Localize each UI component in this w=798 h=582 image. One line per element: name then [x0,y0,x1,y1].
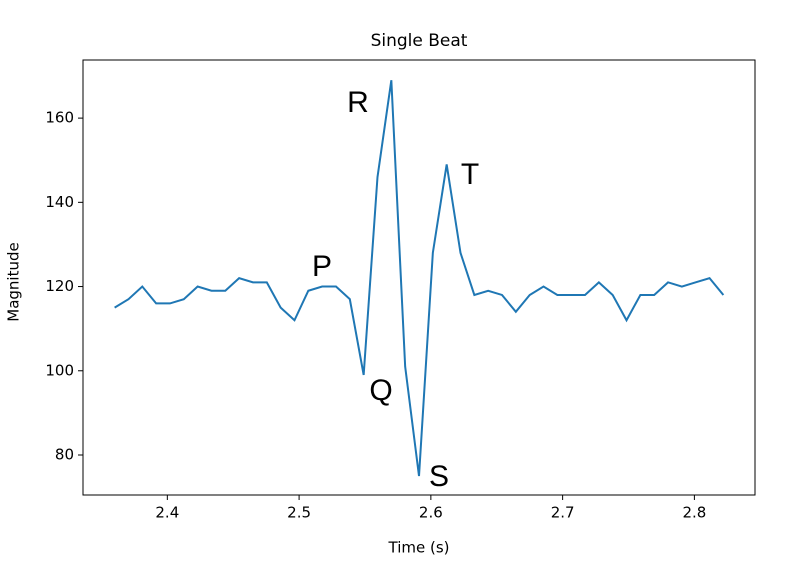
x-tick-label: 2.6 [419,504,443,522]
x-tick-label: 2.7 [551,504,575,522]
x-tick-label: 2.4 [155,504,179,522]
y-tick-label: 140 [45,193,74,211]
annotation: P [312,250,332,283]
chart-title: Single Beat [371,31,468,51]
y-tick-label: 100 [45,361,74,379]
y-tick-label: 160 [45,109,74,127]
y-axis-label: Magnitude [5,242,23,321]
annotation: T [461,158,479,191]
y-tick-label: 80 [55,445,74,463]
x-axis-label: Time (s) [388,539,450,557]
plot-frame [82,59,756,496]
x-tick-label: 2.5 [287,504,311,522]
annotation: Q [369,374,392,407]
x-tick-label: 2.8 [682,504,706,522]
annotation: S [429,460,449,493]
y-tick-label: 120 [45,277,74,295]
annotation: R [347,86,369,119]
data-line [114,80,725,477]
